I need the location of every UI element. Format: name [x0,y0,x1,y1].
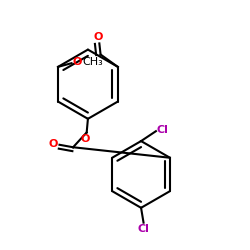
Text: Cl: Cl [138,224,149,234]
Text: CH₃: CH₃ [83,57,103,67]
Text: Cl: Cl [156,125,168,135]
Text: O: O [48,138,58,148]
Text: O: O [94,32,103,42]
Text: O: O [81,134,90,144]
Text: O: O [72,57,82,67]
